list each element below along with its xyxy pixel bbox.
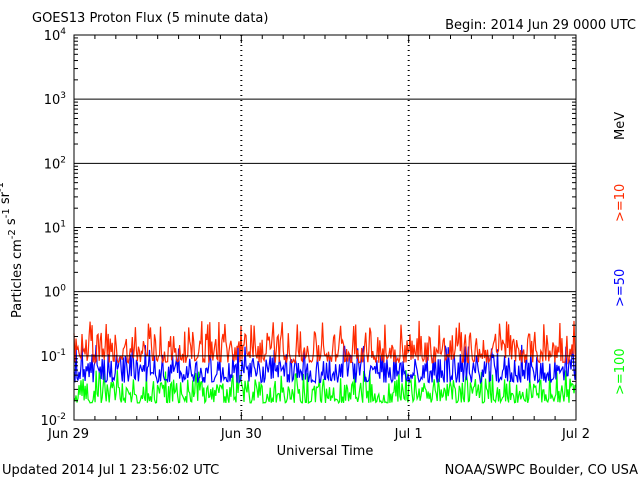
x-tick-label: Jul 2 (561, 427, 590, 442)
y-axis-label-text: Particles cm-2 s-1 sr-1 (0, 182, 25, 318)
chart-title: GOES13 Proton Flux (5 minute data) (32, 11, 268, 26)
legend-entry: >=10 (613, 184, 628, 222)
grid-layer (73, 35, 577, 420)
y-tick-label: 10-1 (40, 348, 66, 365)
plot-frame (73, 34, 577, 421)
begin-label: Begin: 2014 Jun 29 0000 UTC (445, 18, 636, 33)
x-tick-label: Jun 29 (47, 427, 89, 442)
footer-updated: Updated 2014 Jul 1 23:56:02 UTC (2, 463, 219, 478)
series-line (73, 320, 577, 365)
series-layer (73, 320, 577, 405)
y-tick-label: 103 (44, 91, 66, 108)
x-tick-label: Jun 30 (220, 427, 262, 442)
legend: MeV >=10 >=50 >=100 (613, 112, 628, 395)
legend-entry: >=100 (613, 348, 628, 395)
y-axis-label: Particles cm-2 s-1 sr-1 (0, 182, 25, 318)
x-axis-label: Universal Time (277, 444, 374, 459)
y-tick-label: 101 (44, 220, 66, 237)
y-tick-labels: 10-2 10-1 100 101 102 103 104 (40, 27, 66, 429)
x-tick-label: Jul 1 (394, 427, 423, 442)
series-line (73, 344, 577, 385)
y-tick-label: 102 (44, 155, 66, 172)
y-tick-label: 100 (44, 284, 67, 301)
y-tick-label: 10-2 (40, 412, 66, 429)
legend-unit: MeV (613, 112, 628, 140)
legend-entry: >=50 (613, 269, 628, 307)
x-tick-labels: Jun 29 Jun 30 Jul 1 Jul 2 (47, 427, 590, 442)
footer-credit: NOAA/SWPC Boulder, CO USA (445, 463, 638, 478)
y-tick-label: 104 (44, 27, 67, 44)
series-line (73, 370, 577, 405)
